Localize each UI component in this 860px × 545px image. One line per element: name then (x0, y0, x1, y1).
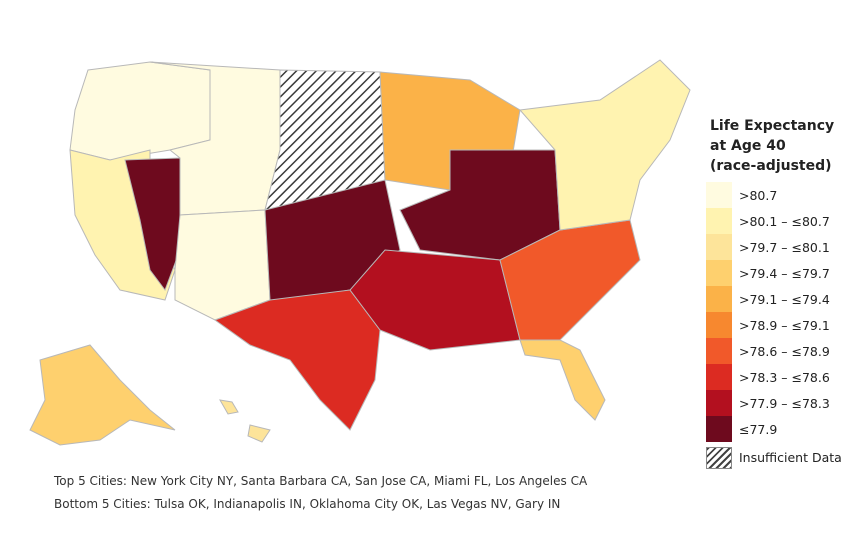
legend-label: ≤77.9 (739, 421, 778, 437)
legend-item-5: >79.1 – ≤79.4 (706, 286, 856, 312)
legend-label: >79.4 – ≤79.7 (739, 265, 830, 281)
legend-title-line-3: (race-adjusted) (710, 158, 832, 174)
legend-bins: >80.7 >80.1 – ≤80.7 >79.7 – ≤80.1 >79.4 – ≤… (706, 182, 856, 442)
legend-item-3: >79.7 – ≤80.1 (706, 234, 856, 260)
map-region-southwest (174, 209, 271, 321)
map-region-florida (519, 339, 606, 421)
legend-label: >79.7 – ≤80.1 (739, 239, 830, 255)
legend-swatch (706, 208, 732, 234)
legend-swatch (706, 338, 732, 364)
legend-label: >80.7 (739, 187, 778, 203)
legend-item-8: >78.3 – ≤78.6 (706, 364, 856, 390)
legend-swatch (706, 182, 732, 208)
legend-swatch (706, 416, 732, 442)
legend-swatch (706, 286, 732, 312)
city-notes: Top 5 Cities: New York City NY, Santa Ba… (54, 470, 587, 516)
legend-swatch (706, 364, 732, 390)
legend-title: Life Expectancy at Age 40 (race-adjusted… (710, 116, 856, 176)
top-cities-note: Top 5 Cities: New York City NY, Santa Ba… (54, 474, 588, 488)
map-legend: Life Expectancy at Age 40 (race-adjusted… (706, 116, 856, 470)
map-region-northeast (519, 59, 691, 231)
legend-label: >79.1 – ≤79.4 (739, 291, 830, 307)
legend-item-2: >80.1 – ≤80.7 (706, 208, 856, 234)
legend-label: >78.9 – ≤79.1 (739, 317, 830, 333)
legend-title-line-2: at Age 40 (710, 138, 786, 154)
legend-swatch (706, 390, 732, 416)
legend-label: >77.9 – ≤78.3 (739, 395, 830, 411)
legend-label: >78.6 – ≤78.9 (739, 343, 830, 359)
legend-swatch (706, 234, 732, 260)
legend-item-1: >80.7 (706, 182, 856, 208)
legend-swatch (706, 312, 732, 338)
legend-label-insufficient-data: Insufficient Data (739, 449, 842, 465)
legend-item-9: >77.9 – ≤78.3 (706, 390, 856, 416)
legend-title-line-1: Life Expectancy (710, 118, 835, 134)
map-region-hawaii (219, 399, 271, 443)
legend-item-7: >78.6 – ≤78.9 (706, 338, 856, 364)
legend-swatch-hatched (706, 447, 732, 469)
legend-item-6: >78.9 – ≤79.1 (706, 312, 856, 338)
legend-swatch (706, 260, 732, 286)
us-map (29, 59, 691, 446)
legend-item-4: >79.4 – ≤79.7 (706, 260, 856, 286)
legend-item-10: ≤77.9 (706, 416, 856, 442)
legend-item-insufficient-data: Insufficient Data (706, 444, 856, 470)
map (29, 59, 691, 446)
map-region-alaska (29, 344, 176, 446)
legend-label: >78.3 – ≤78.6 (739, 369, 830, 385)
map-region-texas (213, 289, 381, 431)
bottom-cities-note: Bottom 5 Cities: Tulsa OK, Indianapolis … (54, 497, 561, 511)
legend-label: >80.1 – ≤80.7 (739, 213, 830, 229)
